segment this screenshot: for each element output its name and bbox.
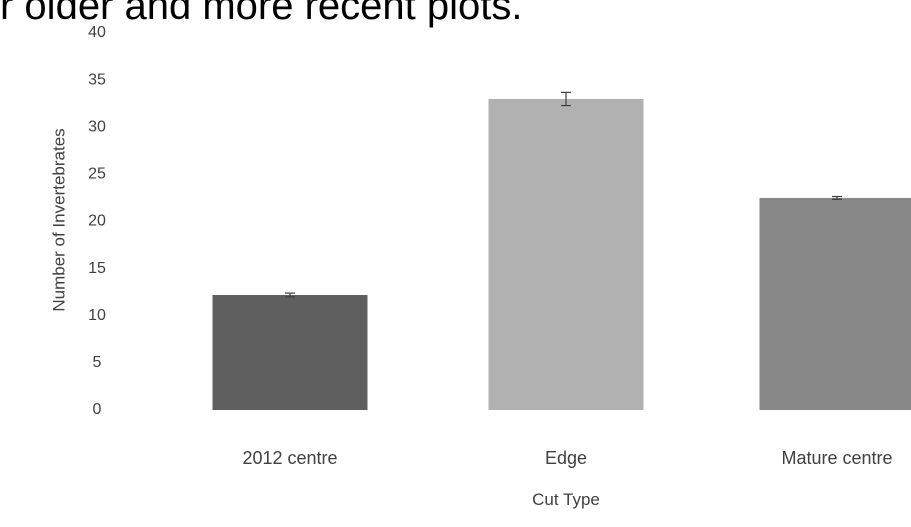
y-tick-label: 5 bbox=[93, 354, 102, 371]
y-tick-label: 15 bbox=[88, 260, 106, 277]
slide-heading-fragment: r older and more recent plots. bbox=[0, 0, 523, 28]
x-axis-categories: 2012 centre Edge Mature centre bbox=[242, 448, 892, 468]
y-tick-label: 0 bbox=[93, 401, 102, 418]
y-tick-label: 35 bbox=[88, 71, 106, 88]
bar bbox=[759, 197, 911, 410]
y-tick-label: 25 bbox=[88, 166, 106, 183]
error-bar bbox=[832, 195, 842, 200]
y-tick-label: 10 bbox=[88, 307, 106, 324]
error-bar bbox=[285, 292, 295, 298]
bar bbox=[488, 98, 644, 410]
x-category-label: Edge bbox=[545, 448, 587, 468]
x-axis-title: Cut Type bbox=[532, 490, 600, 509]
y-tick-label: 40 bbox=[88, 24, 106, 41]
y-tick-label: 20 bbox=[88, 213, 106, 230]
y-axis-title: Number of Invertebrates bbox=[49, 128, 68, 311]
error-bars bbox=[285, 91, 842, 298]
x-category-label: 2012 centre bbox=[242, 448, 337, 468]
error-bar bbox=[561, 91, 571, 107]
x-category-label: Mature centre bbox=[781, 448, 892, 468]
bars bbox=[212, 98, 911, 410]
y-tick-label: 30 bbox=[88, 118, 106, 135]
bar bbox=[212, 295, 368, 410]
y-axis-ticks: 0 5 10 15 20 25 30 35 40 bbox=[88, 24, 106, 418]
